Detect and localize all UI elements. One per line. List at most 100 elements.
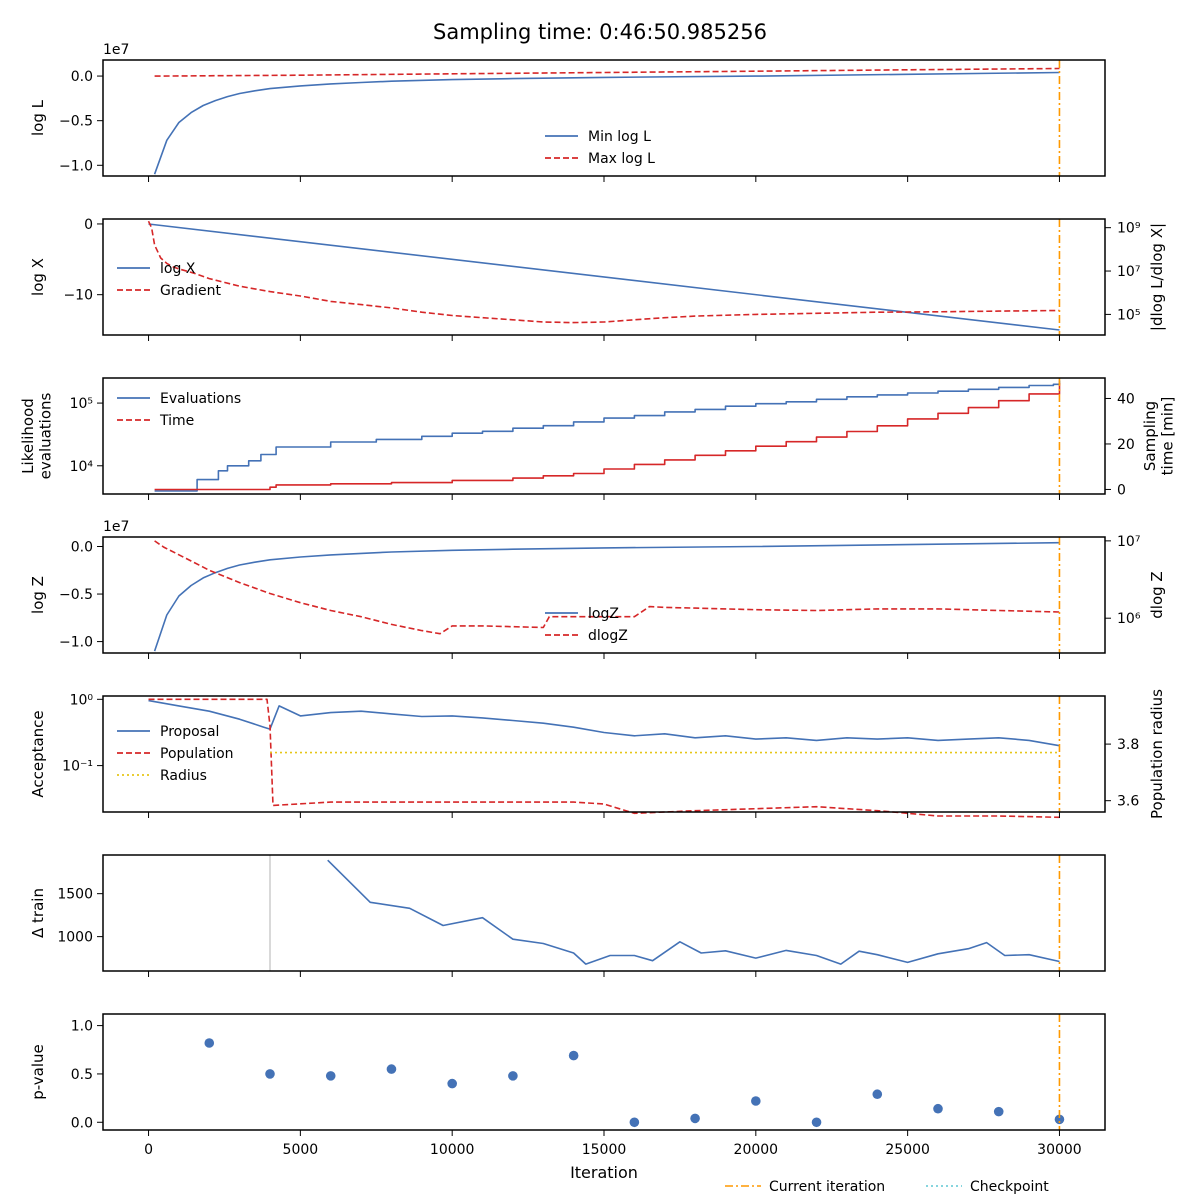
- panel4-series-1: [148, 698, 1060, 819]
- figure-legend: Current iteration Checkpoint: [725, 1179, 1049, 1195]
- panel1-y2-axis-label: |dlog L/dlog X|: [1148, 223, 1166, 331]
- panel5-y-axis-label: Δ train: [29, 888, 47, 938]
- panel0-offset-text: 1e7: [103, 42, 129, 58]
- panel3-legend-label-0: logZ: [588, 606, 619, 622]
- panel4-legend-label-1: Population: [160, 746, 234, 762]
- panel3-series-0: [153, 541, 1060, 652]
- panel0-series-1: [154, 67, 1060, 77]
- panel3-y-axis-label: log Z: [29, 576, 47, 614]
- panel-acceptance: 10⁰ 10⁻¹ 3.8 3.6 Acceptance Population radius…: [29, 689, 1166, 819]
- panel1-y-tick-label-1: −10: [63, 288, 93, 304]
- panel3-legend-label-1: dlogZ: [588, 628, 628, 644]
- panel4-axes-frame: [102, 695, 1106, 813]
- panel0-y-tick-label-2: −1.0: [59, 158, 93, 174]
- panel4-y-tick-label-0: 10⁰: [70, 692, 94, 708]
- panel5-series-0: [327, 859, 1060, 965]
- panel-logZ: 0.0 −0.5 −1.0 10⁷ 10⁶ 1e7 log Z dlog Z logZ dlogZ: [29, 519, 1166, 659]
- panel4-y2-tick-label-0: 3.8: [1117, 737, 1139, 753]
- panel6-y-axis-label: p-value: [29, 1044, 47, 1100]
- panel2-y-axis-label-line-0: Likelihood: [19, 398, 37, 474]
- panel4-y2-tick-label-1: 3.6: [1117, 794, 1139, 810]
- panel1-y-axis-label: log X: [29, 258, 47, 296]
- panel6-axes-frame: [102, 1013, 1106, 1131]
- panel2-y-tick-label-0: 10⁵: [70, 396, 93, 412]
- panel0-y-tick-label-1: −0.5: [59, 114, 93, 130]
- panel2-y2-axis-label-line-1: time [min]: [1158, 397, 1176, 476]
- panel6-y-tick-label-0: 1.0: [71, 1019, 93, 1035]
- panel-logX: 0 −10 10⁹ 10⁷ 10⁵ log X |dlog L/dlog X| log X Gr…: [29, 217, 1166, 341]
- x-tick-label-1: 5000: [283, 1142, 319, 1158]
- panel-dtrain: 1500 1000 Δ train: [29, 854, 1106, 977]
- panel6-point-14: [1054, 1114, 1065, 1125]
- panel2-y2-tick-label-1: 20: [1117, 437, 1135, 453]
- panel1-y2-tick-label-0: 10⁹: [1117, 221, 1141, 237]
- panel1-series-1: [147, 220, 1060, 324]
- x-tick-label-3: 15000: [582, 1142, 627, 1158]
- panel2-y-axis-label-line-1: evaluations: [36, 392, 54, 479]
- legend-label-current-iteration: Current iteration: [769, 1179, 885, 1195]
- panel3-series-1: [154, 540, 1060, 635]
- panel5-y-tick-label-1: 1000: [57, 930, 93, 946]
- panel2-series-0: [154, 380, 1061, 492]
- panel2-y2-tick-label-2: 0: [1117, 482, 1126, 498]
- panel1-series-0: [148, 223, 1060, 331]
- panel5-y-tick-label-0: 1500: [57, 887, 93, 903]
- panel0-legend-label-1: Max log L: [588, 151, 655, 167]
- panel2-legend-label-1: Time: [159, 413, 194, 429]
- panel3-y2-tick-label-0: 10⁷: [1117, 534, 1140, 550]
- panel6-point-0: [204, 1038, 215, 1048]
- panel6-point-6: [568, 1050, 579, 1061]
- panel1-y-tick-label-0: 0: [84, 217, 93, 233]
- panel6-point-4: [447, 1078, 457, 1089]
- panel1-legend-label-0: log X: [160, 261, 196, 277]
- panel4-legend-label-0: Proposal: [160, 724, 219, 740]
- x-tick-label-0: 0: [144, 1142, 153, 1158]
- panel0-y-tick-label-0: 0.0: [71, 69, 93, 85]
- panel6-point-8: [690, 1113, 700, 1124]
- panel6-point-13: [993, 1106, 1004, 1117]
- panel-pvalue: 0 5000 10000 15000 20000 25000 30000 1.0 0.5 0.0 p…: [29, 1013, 1106, 1158]
- panel6-point-11: [872, 1089, 883, 1100]
- panel2-y-tick-label-1: 10⁴: [70, 459, 94, 475]
- panel0-legend-label-0: Min log L: [588, 129, 651, 145]
- panel5-axes-frame: [102, 854, 1106, 972]
- panel4-y2-axis-label: Population radius: [1148, 689, 1166, 819]
- panel2-series-1: [154, 383, 1061, 491]
- panel3-y-tick-label-2: −1.0: [59, 635, 93, 651]
- panel6-point-7: [629, 1117, 640, 1128]
- panel4-y-axis-label: Acceptance: [29, 710, 47, 797]
- panel6-point-10: [811, 1117, 822, 1128]
- panel-logL: 0.0 −0.5 −1.0 1e7 log L Min log L Max log L: [29, 42, 1106, 182]
- legend-label-checkpoint: Checkpoint: [970, 1179, 1049, 1195]
- panel2-y-axis-label: Likelihoodevaluations: [19, 392, 54, 479]
- panel6-point-12: [933, 1103, 943, 1114]
- panel4-legend-label-2: Radius: [160, 768, 207, 784]
- panel1-y2-tick-label-1: 10⁷: [1117, 264, 1140, 280]
- panel6-point-5: [508, 1071, 518, 1081]
- x-tick-label-4: 20000: [734, 1142, 779, 1158]
- panel4-series-0: [148, 699, 1060, 747]
- panel6-point-9: [751, 1096, 761, 1106]
- figure-title: Sampling time: 0:46:50.985256: [433, 20, 767, 44]
- panel0-series-0: [153, 71, 1060, 175]
- x-tick-label-6: 30000: [1037, 1142, 1082, 1158]
- panel3-y-tick-label-0: 0.0: [71, 540, 93, 556]
- panel2-legend-label-0: Evaluations: [160, 391, 241, 407]
- panel-evals: 10⁵ 10⁴ 40 20 0 Likelihoodevaluations Sampling…: [19, 377, 1176, 500]
- panel6-y-tick-label-1: 0.5: [71, 1067, 93, 1083]
- panel3-y-tick-label-1: −0.5: [59, 587, 93, 603]
- panel6-point-1: [265, 1069, 275, 1079]
- panel2-axes-frame: [102, 377, 1106, 495]
- panel1-legend-label-1: Gradient: [160, 283, 221, 299]
- panels: 0.0 −0.5 −1.0 1e7 log L Min log L Max log L 0 −1…: [19, 42, 1176, 1158]
- x-tick-label-5: 25000: [885, 1142, 930, 1158]
- panel2-y2-axis-label-line-0: Sampling: [1141, 401, 1159, 471]
- x-axis-label: Iteration: [570, 1163, 638, 1182]
- x-tick-label-2: 10000: [430, 1142, 475, 1158]
- panel4-y-tick-label-1: 10⁻¹: [62, 759, 93, 775]
- panel0-y-axis-label: log L: [29, 99, 47, 136]
- panel2-y2-tick-label-0: 40: [1117, 391, 1135, 407]
- panel6-y-tick-label-2: 0.0: [71, 1115, 93, 1131]
- panel6-point-3: [386, 1064, 397, 1074]
